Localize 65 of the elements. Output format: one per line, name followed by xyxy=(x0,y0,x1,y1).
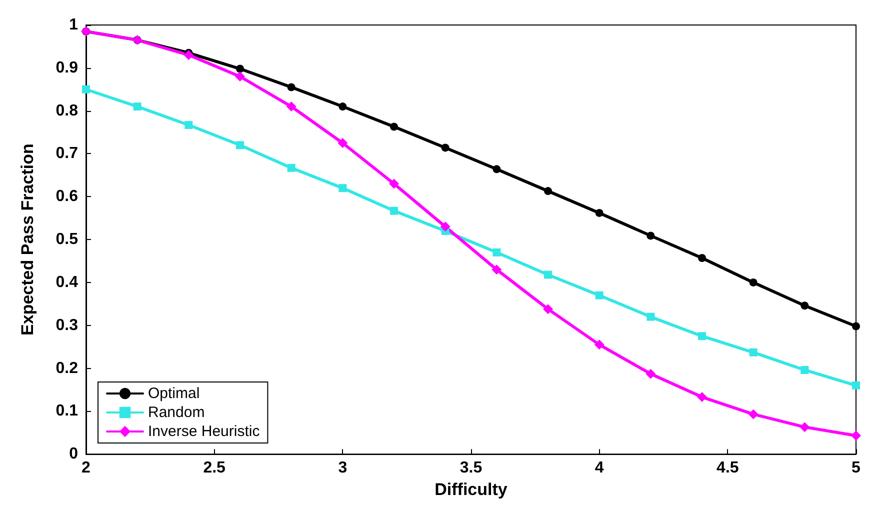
point xyxy=(698,332,706,340)
x-tick-label: 4.5 xyxy=(716,460,739,477)
point xyxy=(236,141,244,150)
y-tick-label: 0 xyxy=(69,446,78,463)
point xyxy=(852,381,860,390)
point xyxy=(338,102,347,111)
point xyxy=(698,254,706,262)
point xyxy=(748,409,758,420)
point xyxy=(389,178,399,189)
point xyxy=(646,312,655,321)
y-tick-label: 0.4 xyxy=(56,274,78,291)
y-tick-label: 0.6 xyxy=(56,188,78,206)
legend-label: Random xyxy=(148,404,205,421)
point xyxy=(697,392,707,402)
point xyxy=(133,102,142,111)
legend-label: Inverse Heuristic xyxy=(148,423,260,440)
y-tick-label: 0.5 xyxy=(56,231,78,248)
point xyxy=(184,50,194,60)
point xyxy=(749,278,758,286)
point xyxy=(440,222,450,232)
y-tick-label: 0.2 xyxy=(56,360,78,377)
point xyxy=(286,102,296,112)
x-tick-label: 3.5 xyxy=(460,460,482,477)
y-tick-label: 0.9 xyxy=(56,59,78,76)
point xyxy=(595,291,604,300)
point xyxy=(82,85,90,94)
y-tick-label: 0.7 xyxy=(56,145,78,162)
point xyxy=(184,120,193,129)
x-tick-label: 5 xyxy=(852,460,861,477)
point xyxy=(287,164,296,172)
point xyxy=(544,270,552,279)
point xyxy=(852,322,860,330)
point xyxy=(800,302,809,310)
x-tick-label: 3 xyxy=(338,460,348,477)
point xyxy=(800,422,810,432)
point xyxy=(338,138,348,148)
y-tick-label: 0.3 xyxy=(56,316,78,334)
point xyxy=(851,430,861,441)
point xyxy=(492,248,501,256)
point xyxy=(646,232,655,240)
point xyxy=(800,366,809,374)
point xyxy=(390,122,398,131)
point xyxy=(338,184,347,192)
point xyxy=(492,264,502,275)
x-tick-label: 4 xyxy=(594,460,604,477)
x-axis-title: Difficulty xyxy=(434,480,508,499)
point xyxy=(646,368,656,379)
point xyxy=(287,83,296,92)
point xyxy=(235,71,245,82)
point xyxy=(594,340,604,350)
point xyxy=(492,165,501,174)
point xyxy=(749,348,758,356)
x-tick-label: 2 xyxy=(82,460,91,477)
point xyxy=(441,144,450,152)
point xyxy=(544,187,552,196)
point xyxy=(390,206,398,215)
point xyxy=(595,208,604,217)
point xyxy=(236,64,244,73)
x-tick-label: 2.5 xyxy=(203,460,226,477)
y-tick-label: 0.8 xyxy=(56,102,78,120)
legend-label: Optimal xyxy=(148,385,200,402)
y-tick-label: 1 xyxy=(69,16,78,34)
y-tick-label: 0.1 xyxy=(56,402,78,420)
y-axis-title: Expected Pass Fraction xyxy=(18,144,37,336)
point xyxy=(543,304,553,314)
